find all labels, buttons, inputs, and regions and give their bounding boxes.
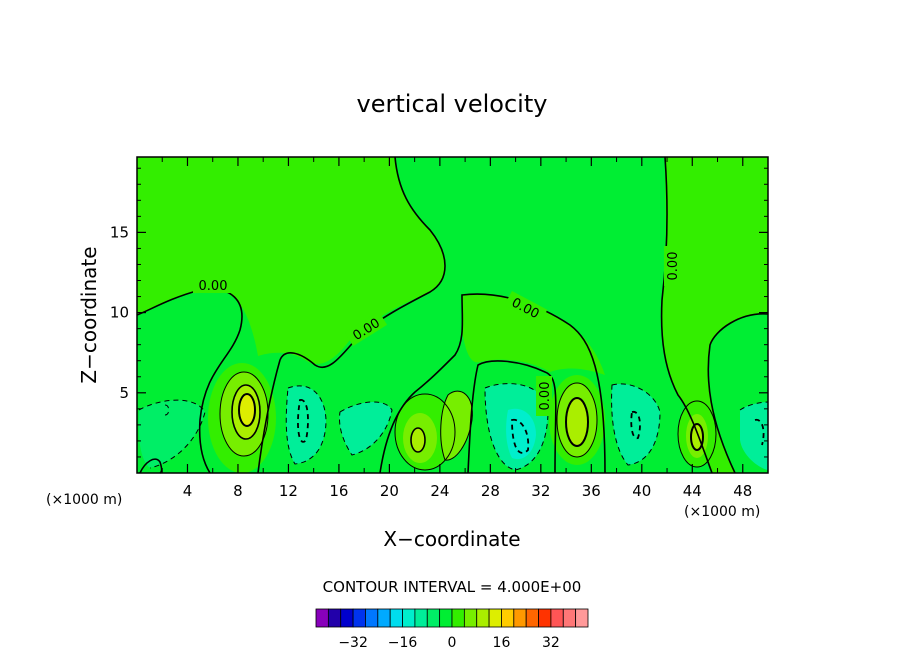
colorbar-label: −16 — [388, 635, 418, 651]
x-axis-label: X−coordinate — [383, 527, 520, 551]
contour-label-bg — [504, 291, 548, 324]
colorbar-swatch — [550, 608, 564, 628]
colorbar-swatch — [513, 608, 527, 628]
colorbar-label: 0 — [448, 635, 457, 651]
colorbar-swatch — [463, 608, 478, 628]
zero-contour — [139, 458, 163, 474]
colorbar-swatch — [501, 608, 515, 628]
colorbar-swatch — [352, 608, 366, 628]
x-tick-label: 24 — [430, 482, 449, 500]
contour-label: 0.00 — [666, 252, 681, 281]
chart-title: vertical velocity — [357, 90, 548, 118]
upper-positive-region — [462, 294, 605, 375]
downdraft-cell — [611, 383, 660, 465]
colorbar-swatch — [538, 608, 552, 628]
contour-label-bg — [193, 277, 233, 293]
updraft-cell — [691, 424, 703, 450]
x-tick-label: 8 — [233, 482, 243, 500]
updraft-cell — [566, 398, 588, 446]
colorbar-swatch — [488, 608, 502, 628]
zero-contour — [136, 288, 243, 474]
zero-contour — [379, 293, 606, 474]
x-tick-label: 40 — [632, 482, 651, 500]
zero-contour — [707, 313, 769, 474]
colorbar-label: −32 — [338, 635, 368, 651]
updraft-cell — [239, 394, 255, 426]
y-axis-ticks: 5 10 15 — [110, 167, 768, 458]
x-tick-label: 16 — [329, 482, 348, 500]
colorbar-swatch — [414, 608, 428, 628]
plot-frame — [136, 156, 769, 474]
updraft-cell — [411, 428, 425, 452]
zero-contour — [467, 360, 557, 474]
colorbar-swatch — [315, 608, 329, 628]
downdraft-cell — [506, 408, 536, 460]
x-tick-label: 36 — [582, 482, 601, 500]
colorbar-swatch — [476, 608, 490, 628]
contour-interval: CONTOUR INTERVAL = 4.000E+00 — [323, 578, 582, 596]
colorbar — [315, 608, 589, 628]
colorbar-swatch — [451, 608, 465, 628]
colorbar-label: 32 — [542, 635, 560, 651]
colorbar-swatch — [327, 608, 342, 628]
contour-label: 0.00 — [538, 382, 553, 411]
contour-label: 0.00 — [199, 279, 228, 294]
colorbar-swatch — [340, 608, 354, 628]
colorbar-swatch — [439, 608, 453, 628]
x-tick-label: 12 — [279, 482, 298, 500]
negative-contours — [138, 383, 769, 471]
downdraft-cell — [740, 402, 768, 470]
x-tick-label: 32 — [531, 482, 550, 500]
colorbar-swatch — [562, 608, 577, 628]
x-tick-label: 4 — [183, 482, 193, 500]
x-unit-left: (×1000 m) — [46, 492, 122, 508]
downdraft-cell — [339, 401, 392, 455]
contour-label-bg — [536, 376, 552, 416]
x-tick-label: 28 — [481, 482, 500, 500]
x-tick-label: 44 — [683, 482, 702, 500]
positive-contours — [219, 371, 717, 471]
contour-label-bg — [664, 246, 680, 286]
colorbar-labels: −32 −16 0 16 32 — [338, 635, 560, 651]
y-tick-label: 10 — [110, 304, 129, 322]
colorbar-swatch — [525, 608, 539, 628]
colorbar-swatch — [389, 608, 403, 628]
x-tick-label: 20 — [380, 482, 399, 500]
downdraft-cell — [286, 385, 326, 464]
downdraft-cell — [138, 400, 205, 468]
colorbar-label: 16 — [493, 635, 511, 651]
colorbar-swatch — [377, 608, 391, 628]
upper-positive-region — [661, 157, 768, 473]
x-tick-label: 48 — [733, 482, 752, 500]
upper-positive-region — [137, 157, 445, 364]
colorbar-swatch — [426, 608, 441, 628]
y-tick-label: 5 — [119, 384, 129, 402]
y-axis-label: Z−coordinate — [77, 246, 101, 383]
x-unit-right: (×1000 m) — [684, 504, 760, 520]
y-tick-label: 15 — [110, 223, 129, 241]
x-axis-ticks: 4 8 12 16 20 24 28 32 36 40 44 48 — [161, 157, 752, 500]
colorbar-swatch — [402, 608, 416, 628]
colorbar-swatch — [575, 608, 589, 628]
colorbar-swatch — [365, 608, 379, 628]
contour-label-bg — [344, 311, 388, 346]
